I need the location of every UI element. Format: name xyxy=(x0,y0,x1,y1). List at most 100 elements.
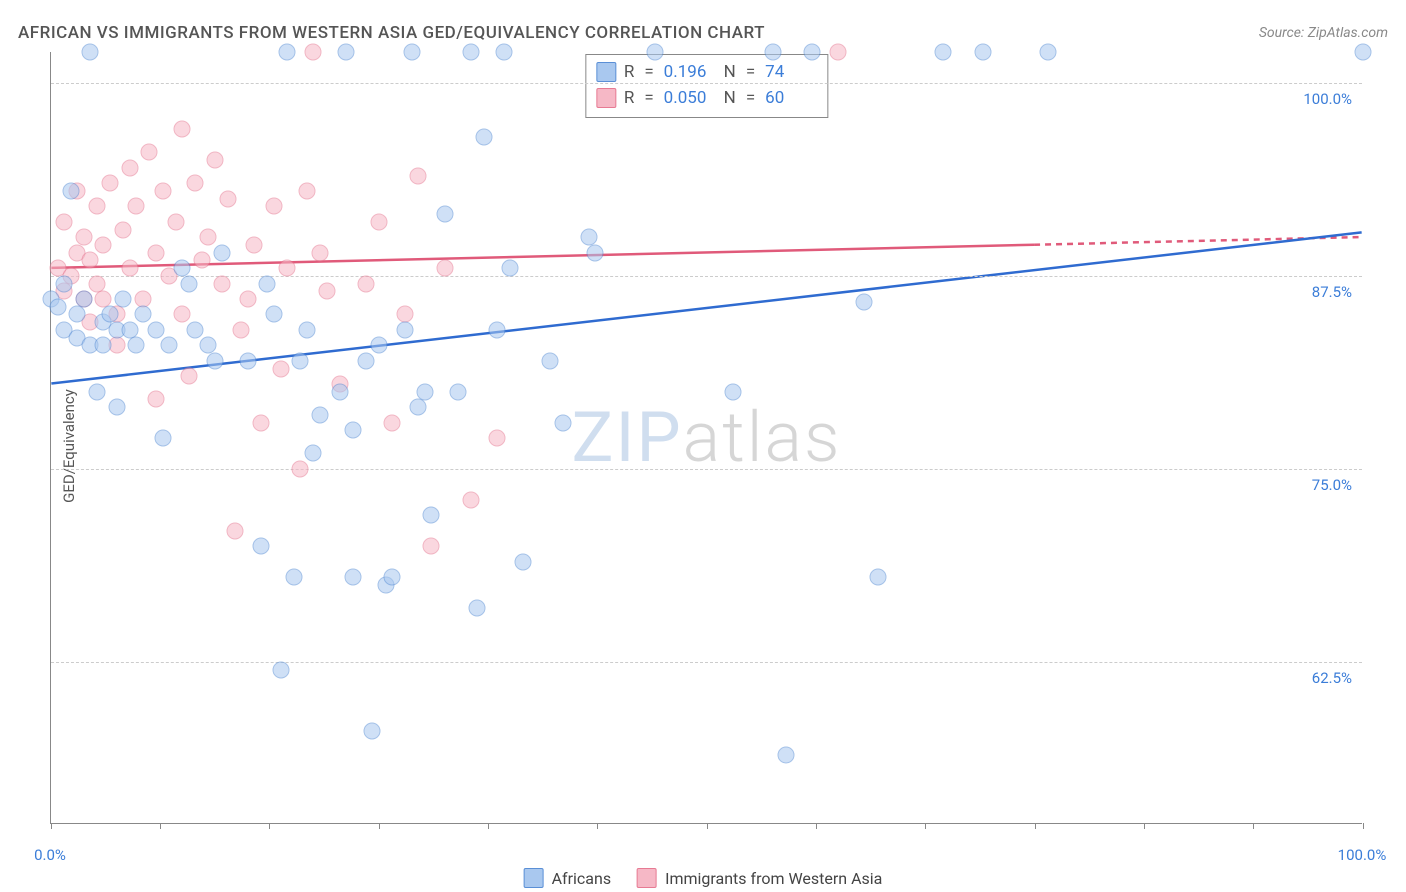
scatter-point-africans xyxy=(587,244,604,261)
x-tick-mark xyxy=(379,823,380,829)
scatter-point-immigrants xyxy=(193,252,210,269)
stats-row-africans: R= 0.196 N= 74 xyxy=(596,59,817,85)
x-tick-mark xyxy=(269,823,270,829)
scatter-point-immigrants xyxy=(75,229,92,246)
scatter-point-africans xyxy=(475,128,492,145)
scatter-point-immigrants xyxy=(305,44,322,61)
scatter-point-africans xyxy=(371,337,388,354)
scatter-point-africans xyxy=(1355,44,1372,61)
scatter-point-africans xyxy=(207,352,224,369)
scatter-point-africans xyxy=(974,44,991,61)
r-value-africans: 0.196 xyxy=(664,62,716,82)
scatter-point-africans xyxy=(646,44,663,61)
scatter-point-africans xyxy=(134,306,151,323)
scatter-point-africans xyxy=(108,399,125,416)
gridline-h xyxy=(51,469,1362,470)
scatter-point-immigrants xyxy=(292,460,309,477)
scatter-point-africans xyxy=(311,406,328,423)
scatter-point-africans xyxy=(88,383,105,400)
x-tick-mark xyxy=(816,823,817,829)
scatter-point-immigrants xyxy=(95,291,112,308)
x-tick-mark xyxy=(707,823,708,829)
scatter-point-immigrants xyxy=(213,275,230,292)
y-tick-label: 87.5% xyxy=(1312,283,1352,301)
scatter-point-africans xyxy=(416,383,433,400)
scatter-point-immigrants xyxy=(134,291,151,308)
n-value-africans: 74 xyxy=(765,62,817,82)
scatter-point-africans xyxy=(410,399,427,416)
scatter-point-immigrants xyxy=(121,260,138,277)
scatter-point-immigrants xyxy=(200,229,217,246)
scatter-point-africans xyxy=(49,298,66,315)
scatter-point-africans xyxy=(502,260,519,277)
x-tick-label: 0.0% xyxy=(34,846,66,864)
scatter-point-africans xyxy=(187,321,204,338)
scatter-point-africans xyxy=(364,723,381,740)
scatter-point-africans xyxy=(384,568,401,585)
scatter-point-immigrants xyxy=(220,190,237,207)
scatter-point-immigrants xyxy=(279,260,296,277)
scatter-point-africans xyxy=(121,321,138,338)
legend-label: Immigrants from Western Asia xyxy=(665,869,882,888)
x-tick-mark xyxy=(597,823,598,829)
scatter-point-immigrants xyxy=(436,260,453,277)
scatter-point-africans xyxy=(554,414,571,431)
legend-item-immigrants: Immigrants from Western Asia xyxy=(637,868,882,888)
scatter-point-africans xyxy=(495,44,512,61)
scatter-point-immigrants xyxy=(384,414,401,431)
scatter-point-immigrants xyxy=(371,213,388,230)
scatter-point-africans xyxy=(725,383,742,400)
chart-title: AFRICAN VS IMMIGRANTS FROM WESTERN ASIA … xyxy=(18,23,765,43)
scatter-point-immigrants xyxy=(462,491,479,508)
swatch-icon xyxy=(596,62,616,82)
scatter-point-africans xyxy=(856,294,873,311)
scatter-point-immigrants xyxy=(489,430,506,447)
scatter-point-immigrants xyxy=(246,237,263,254)
scatter-point-africans xyxy=(174,260,191,277)
plot-frame: ZIPatlas R= 0.196 N= 74 R= 0.050 N= 60 6… xyxy=(50,52,1362,824)
scatter-point-immigrants xyxy=(357,275,374,292)
scatter-point-africans xyxy=(82,44,99,61)
scatter-point-immigrants xyxy=(95,237,112,254)
scatter-point-immigrants xyxy=(56,213,73,230)
r-value-immigrants: 0.050 xyxy=(664,88,716,108)
x-tick-mark xyxy=(51,823,52,829)
scatter-point-africans xyxy=(285,568,302,585)
x-tick-label: 100.0% xyxy=(1338,846,1387,864)
scatter-point-africans xyxy=(62,182,79,199)
trend-lines xyxy=(51,52,1362,823)
scatter-point-immigrants xyxy=(207,152,224,169)
scatter-point-immigrants xyxy=(252,414,269,431)
scatter-point-africans xyxy=(803,44,820,61)
y-tick-label: 100.0% xyxy=(1303,90,1352,108)
x-tick-mark xyxy=(1035,823,1036,829)
scatter-point-africans xyxy=(935,44,952,61)
scatter-point-africans xyxy=(252,538,269,555)
n-value-immigrants: 60 xyxy=(765,88,817,108)
scatter-point-immigrants xyxy=(128,198,145,215)
x-tick-mark xyxy=(160,823,161,829)
scatter-point-immigrants xyxy=(397,306,414,323)
scatter-point-africans xyxy=(344,568,361,585)
scatter-point-africans xyxy=(344,422,361,439)
x-tick-mark xyxy=(1253,823,1254,829)
scatter-point-africans xyxy=(357,352,374,369)
scatter-point-africans xyxy=(1040,44,1057,61)
scatter-point-africans xyxy=(305,445,322,462)
scatter-point-africans xyxy=(213,244,230,261)
x-tick-mark xyxy=(925,823,926,829)
scatter-point-africans xyxy=(56,275,73,292)
scatter-point-immigrants xyxy=(102,175,119,192)
scatter-point-immigrants xyxy=(311,244,328,261)
scatter-point-africans xyxy=(259,275,276,292)
bottom-legend: Africans Immigrants from Western Asia xyxy=(524,868,883,888)
scatter-point-africans xyxy=(239,352,256,369)
scatter-point-africans xyxy=(397,321,414,338)
scatter-point-immigrants xyxy=(318,283,335,300)
scatter-point-africans xyxy=(869,568,886,585)
stats-legend: R= 0.196 N= 74 R= 0.050 N= 60 xyxy=(585,54,828,118)
stats-row-immigrants: R= 0.050 N= 60 xyxy=(596,85,817,111)
scatter-point-immigrants xyxy=(830,44,847,61)
scatter-point-immigrants xyxy=(174,121,191,138)
swatch-icon xyxy=(524,868,544,888)
